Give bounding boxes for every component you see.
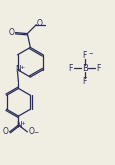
Text: O: O [28, 127, 34, 136]
Text: N: N [15, 65, 21, 74]
Text: −: − [88, 50, 92, 55]
Text: +: + [20, 65, 25, 70]
Text: −: − [33, 129, 38, 134]
Text: B: B [81, 64, 87, 73]
Text: +: + [20, 121, 25, 127]
Text: N: N [16, 121, 22, 130]
Text: O: O [36, 19, 42, 28]
Text: O: O [9, 28, 15, 37]
Text: F: F [82, 51, 86, 60]
Text: F: F [95, 64, 100, 73]
Text: O: O [3, 127, 9, 136]
Text: F: F [82, 77, 86, 85]
Text: F: F [68, 64, 72, 73]
